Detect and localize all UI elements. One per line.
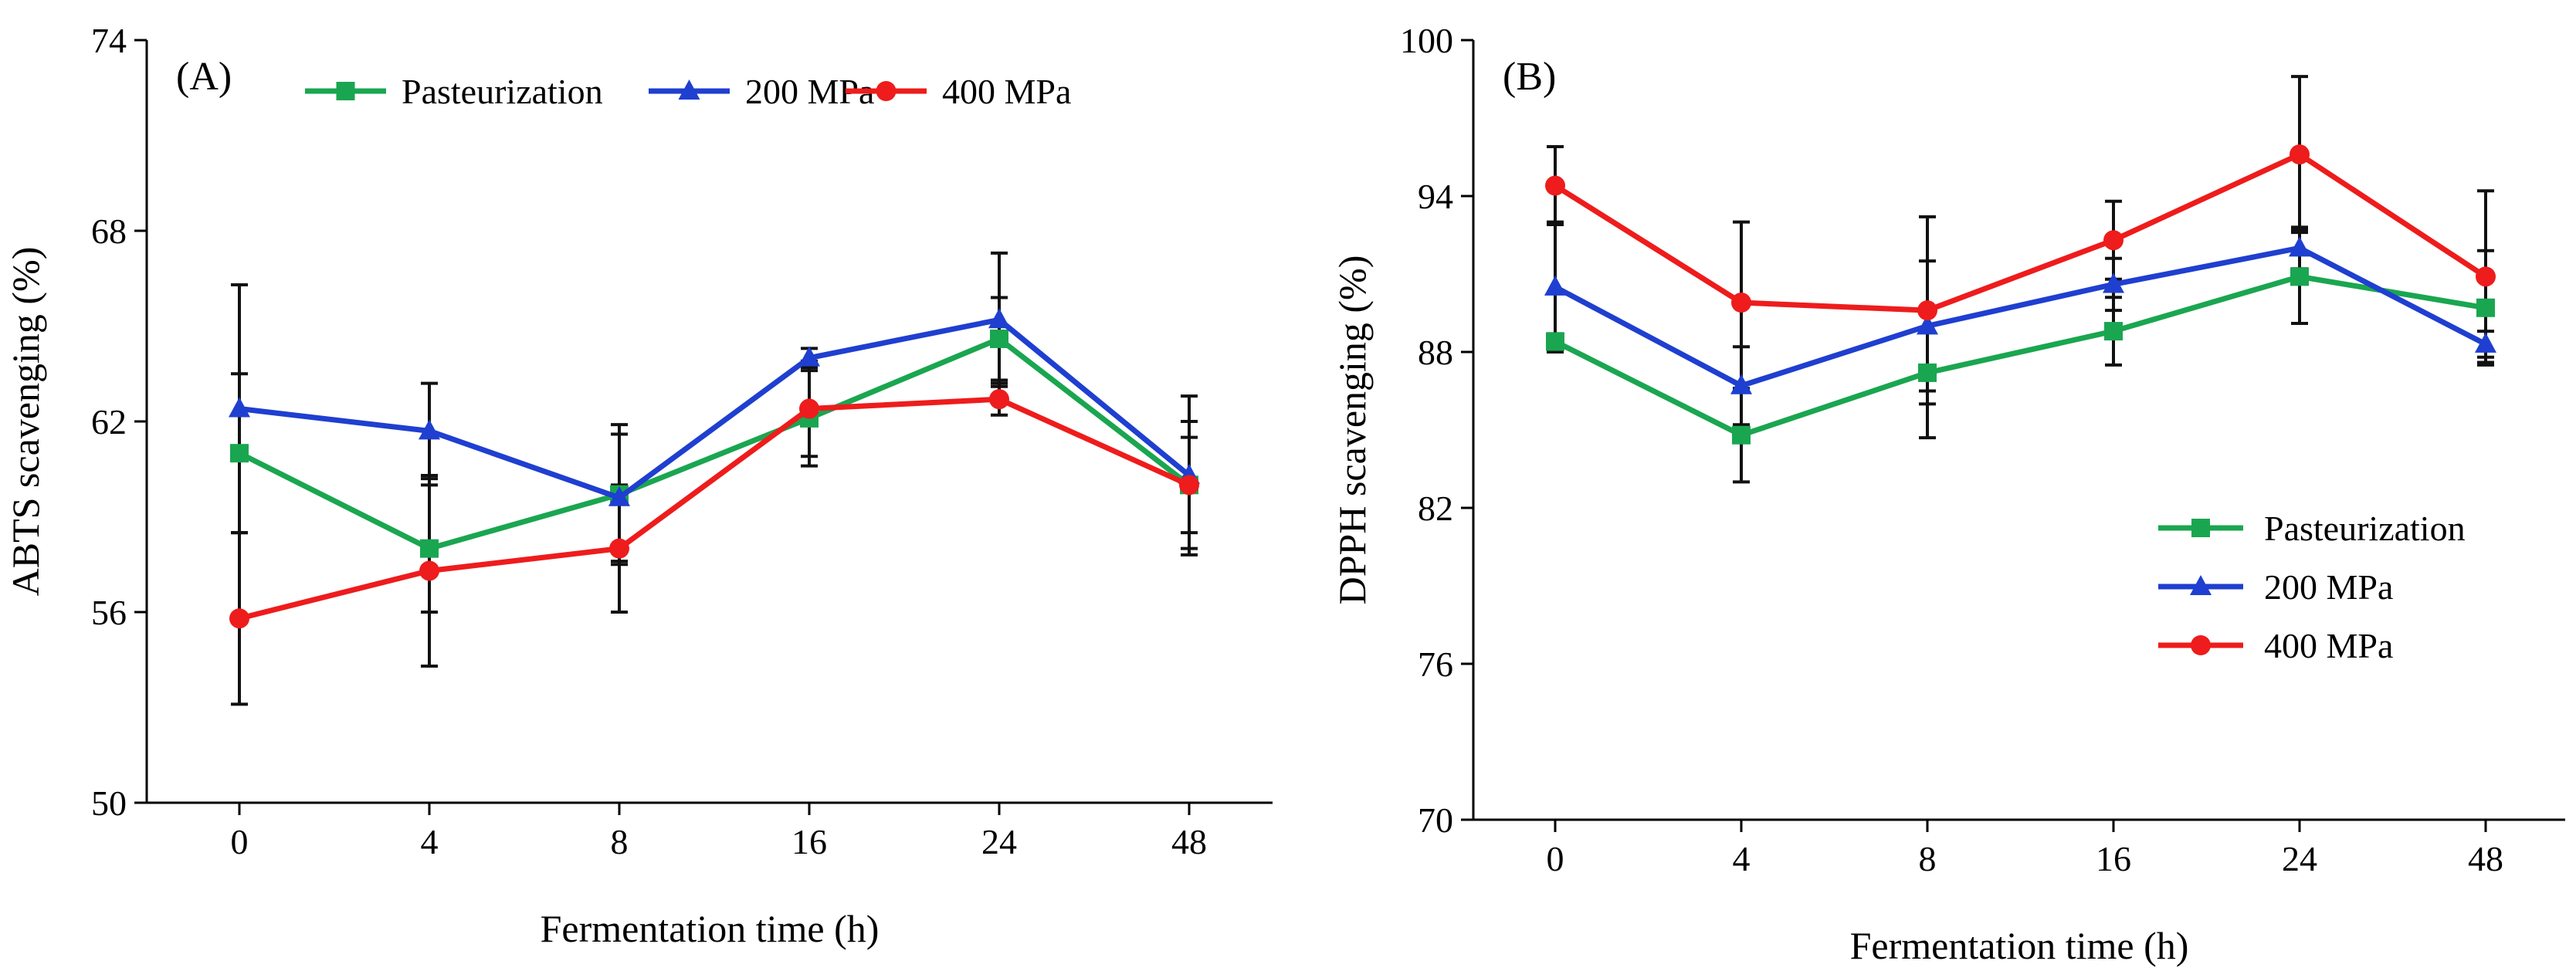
data-point [1545,175,1565,196]
legend-marker [2191,635,2211,655]
data-point [2476,266,2496,287]
x-axis-title: Fermentation time (h) [541,907,880,950]
series-400-mpa [229,389,1199,629]
legend-marker [2191,519,2210,537]
legend-item: 200 MPa [2158,567,2393,607]
data-point [2290,267,2309,286]
y-tick-label: 70 [1418,800,1453,840]
series-400-mpa [1545,144,2496,321]
data-point [799,398,819,419]
data-point [2104,322,2123,341]
y-axis-title: ABTS scavenging (%) [4,247,47,597]
data-point [2103,230,2124,251]
y-tick-label: 50 [91,783,127,823]
x-tick-label: 24 [981,822,1017,861]
series-200-mpa [229,308,1200,506]
data-point [609,538,629,559]
data-point [419,419,440,440]
data-point [1731,293,1751,313]
y-tick-label: 56 [91,593,127,632]
legend-item: Pasteurization [2158,509,2466,548]
x-axis-title: Fermentation time (h) [1850,924,2189,967]
x-tick-label: 8 [1919,839,1937,878]
series-200-mpa [1544,236,2496,394]
data-point [798,346,820,367]
y-tick-label: 74 [91,21,127,60]
data-point [990,329,1008,348]
legend-marker [876,81,897,101]
legend-marker [2190,575,2212,595]
x-tick-label: 16 [791,822,827,861]
x-tick-label: 48 [1171,822,1207,861]
legend-item: Pasteurization [305,72,603,111]
legend-label: 400 MPa [2264,626,2393,665]
error-bars-400-mpa [231,359,1198,706]
legend: Pasteurization 200 MPa 400 MPa [2158,509,2466,665]
data-point [419,560,439,581]
data-point [1732,425,1751,445]
y-tick-label: 76 [1418,645,1453,684]
data-point [420,539,439,558]
legend-item: 400 MPa [846,72,1071,111]
legend-label: Pasteurization [402,72,603,111]
data-point [1730,374,1752,394]
data-point [2289,236,2310,257]
data-point [1546,332,1564,351]
data-point [1179,475,1199,496]
data-point [1918,363,1937,382]
x-tick-label: 8 [611,822,629,861]
series-line [239,396,1191,621]
error-bars-200-mpa [231,251,1198,563]
data-point [1544,275,1566,296]
y-tick-label: 94 [1418,177,1453,216]
y-tick-label: 88 [1418,333,1453,372]
error-bars-200-mpa [1547,220,2494,427]
x-tick-label: 0 [1547,839,1564,878]
legend-item: 400 MPa [2158,626,2393,665]
series-line [238,336,1191,552]
series-line [1554,245,2487,389]
series-line [1554,151,2487,313]
panel-label: (A) [176,55,232,99]
series-line [239,316,1191,501]
data-point [608,486,630,506]
data-point [2475,332,2496,353]
error-bars-400-mpa [1547,75,2494,406]
data-point [2476,298,2495,317]
y-tick-label: 100 [1400,21,1453,60]
legend-item: 200 MPa [649,72,874,111]
legend: Pasteurization 200 MPa 400 MPa [305,72,1071,111]
y-tick-label: 68 [91,211,127,251]
x-tick-label: 16 [2096,839,2131,878]
data-point [1917,314,1938,335]
legend-label: 200 MPa [2264,567,2393,607]
x-tick-label: 48 [2468,839,2503,878]
y-axis-title: DPPH scavenging (%) [1330,255,1374,605]
data-point [230,444,249,463]
x-tick-label: 0 [231,822,249,861]
data-point [1917,300,1937,321]
x-tick-label: 4 [421,822,439,861]
data-point [989,389,1009,410]
legend-marker [678,80,700,100]
data-point [229,397,250,418]
data-point [2290,144,2310,165]
y-tick-label: 82 [1418,489,1453,528]
x-tick-label: 24 [2282,839,2317,878]
data-point [229,608,249,629]
panel-label: (B) [1503,55,1556,99]
legend-marker [336,82,355,100]
legend-label: 400 MPa [942,72,1071,111]
data-point [988,308,1010,329]
x-tick-label: 4 [1733,839,1751,878]
y-tick-label: 62 [91,402,127,442]
series-line [1554,273,2486,438]
series-pasteurization [1546,267,2495,445]
data-point [2103,272,2124,293]
legend-label: Pasteurization [2264,509,2466,548]
